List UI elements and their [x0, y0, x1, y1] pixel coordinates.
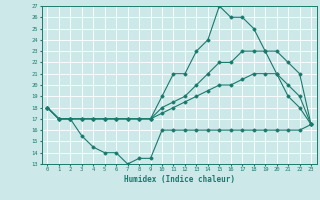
- X-axis label: Humidex (Indice chaleur): Humidex (Indice chaleur): [124, 175, 235, 184]
